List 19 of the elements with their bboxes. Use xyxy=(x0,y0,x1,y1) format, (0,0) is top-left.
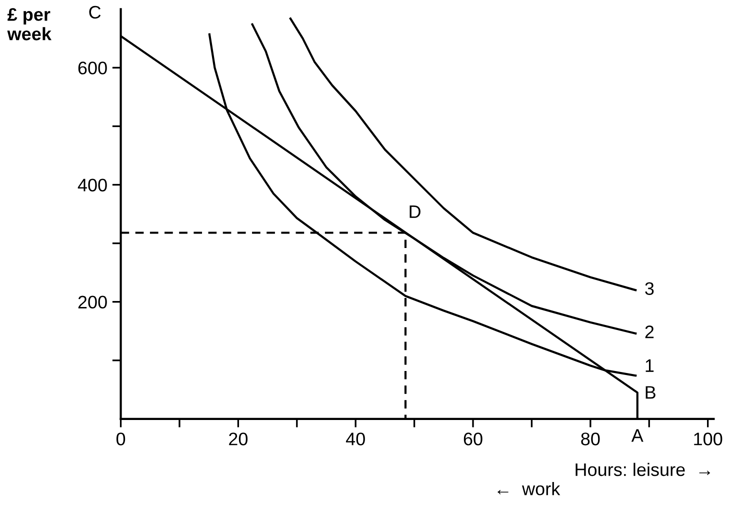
series-label: 2 xyxy=(645,326,654,338)
x-tick-label: 20 xyxy=(229,432,248,446)
annotation: B xyxy=(646,386,656,399)
x-tick-label: 100 xyxy=(694,432,722,446)
annotation: D xyxy=(410,205,420,218)
y-tick-label: 600 xyxy=(78,62,107,74)
y-tick-label: 200 xyxy=(78,296,107,309)
annotation: A xyxy=(631,429,644,442)
x-tick-label: 0 xyxy=(116,432,126,446)
series-label: 1 xyxy=(646,359,654,372)
x-tick-label: 60 xyxy=(464,432,482,446)
x-tick-label: 40 xyxy=(346,432,365,446)
x-tick-label: 80 xyxy=(581,432,600,446)
series-label: 3 xyxy=(645,282,654,295)
text: ← work xyxy=(498,482,560,496)
y-axis-title: £ per week xyxy=(7,8,52,40)
y-tick-label: 400 xyxy=(78,178,107,192)
x-axis-title: Hours: leisure → xyxy=(576,462,710,476)
annotation: C xyxy=(89,6,101,19)
